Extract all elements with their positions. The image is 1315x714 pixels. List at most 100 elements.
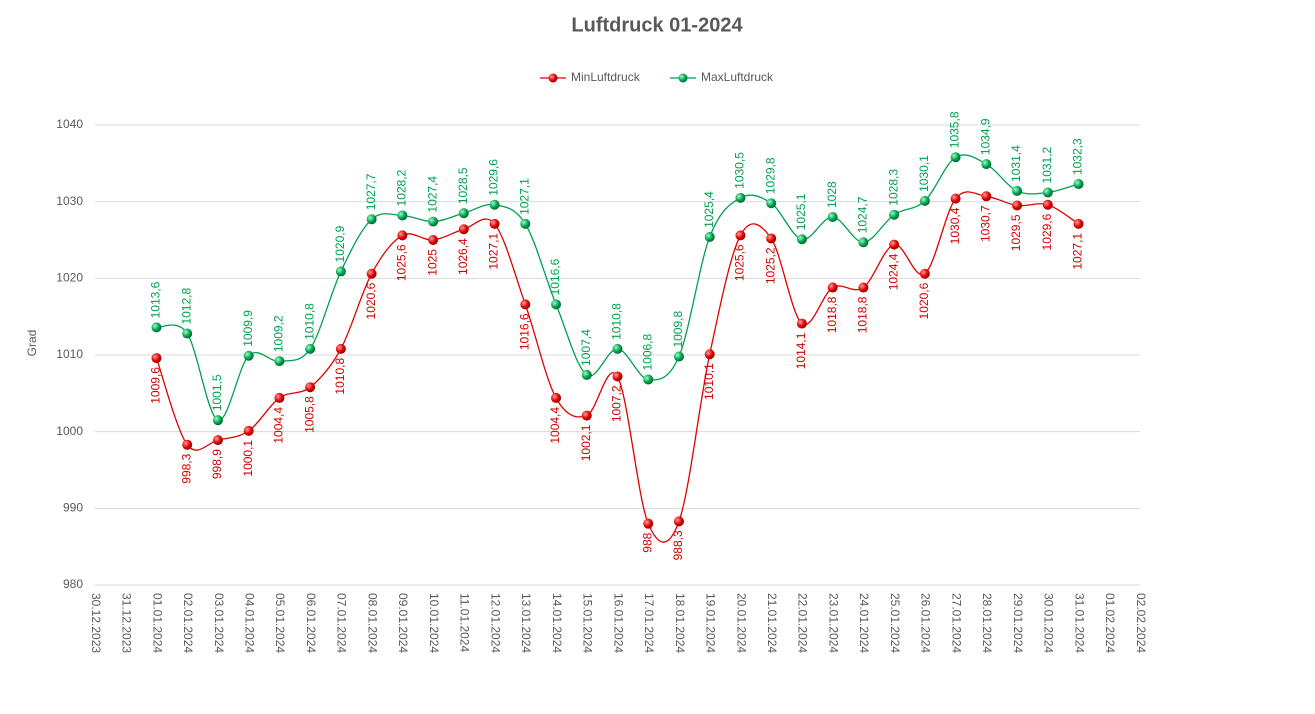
data-point (827, 212, 838, 222)
x-tick-label: 12.01.2024 (488, 593, 502, 653)
data-point (151, 322, 162, 333)
data-label: 1013,6 (149, 281, 163, 318)
data-point (796, 234, 807, 245)
x-tick-label: 15.01.2024 (581, 593, 595, 653)
x-tick-label: 27.01.2024 (949, 593, 963, 653)
data-label: 1020,9 (333, 225, 347, 262)
data-point (919, 195, 930, 206)
data-label: 1002,1 (579, 424, 593, 461)
data-point (151, 353, 162, 364)
data-label: 1009,6 (149, 367, 163, 404)
data-label: 1025,4 (702, 191, 716, 228)
x-tick-label: 28.01.2024 (980, 593, 994, 653)
data-point (858, 237, 869, 248)
data-point (981, 191, 992, 202)
data-point (335, 266, 346, 277)
x-tick-label: 25.01.2024 (888, 593, 902, 653)
y-tick-label: 1040 (56, 117, 83, 131)
x-tick-label: 26.01.2024 (919, 593, 933, 653)
x-tick-label: 23.01.2024 (826, 593, 840, 653)
data-label: 1004,4 (548, 407, 562, 444)
data-point (305, 343, 316, 354)
data-point (827, 282, 838, 293)
series-line (155, 191, 1079, 543)
data-label: 1034,9 (978, 118, 992, 155)
y-tick-label: 1010 (56, 347, 83, 361)
data-label: 1028,3 (886, 169, 900, 206)
data-point (950, 193, 961, 204)
x-tick-label: 04.01.2024 (243, 593, 257, 653)
x-tick-label: 16.01.2024 (611, 593, 625, 653)
data-label: 1031,4 (1009, 145, 1023, 182)
data-label: 1016,6 (517, 313, 531, 350)
x-tick-label: 10.01.2024 (427, 593, 441, 653)
x-tick-label: 08.01.2024 (365, 593, 379, 653)
y-axis-label: Grad (25, 330, 39, 357)
data-point (551, 392, 562, 403)
data-label: 998,3 (179, 453, 193, 483)
y-tick-label: 990 (63, 501, 83, 515)
x-tick-label: 01.01.2024 (150, 593, 164, 653)
data-point (428, 216, 439, 227)
data-label: 1028,2 (395, 169, 409, 206)
data-label: 1007,4 (579, 329, 593, 366)
legend-marker (678, 73, 688, 83)
x-tick-label: 30.12.2023 (89, 593, 103, 653)
x-tick-label: 31.01.2024 (1072, 593, 1086, 653)
data-point (274, 356, 285, 367)
data-point (612, 371, 623, 382)
x-tick-label: 29.01.2024 (1011, 593, 1025, 653)
x-tick-label: 13.01.2024 (519, 593, 533, 653)
data-point (919, 268, 930, 279)
data-point (1042, 199, 1053, 210)
data-label: 1018,8 (856, 296, 870, 333)
x-tick-label: 31.12.2023 (120, 593, 134, 653)
data-label: 1006,8 (640, 334, 654, 371)
data-label: 1025,6 (395, 244, 409, 281)
data-label: 1012,8 (179, 288, 193, 325)
data-point (704, 231, 715, 242)
legend-label: MaxLuftdruck (701, 70, 774, 84)
x-tick-label: 14.01.2024 (550, 593, 564, 653)
legend-label: MinLuftdruck (571, 70, 641, 84)
data-label: 1016,6 (548, 258, 562, 295)
x-tick-label: 07.01.2024 (335, 593, 349, 653)
data-label: 1009,2 (272, 315, 286, 352)
data-point (612, 343, 623, 354)
series-line (156, 154, 1079, 421)
data-point (182, 328, 193, 339)
data-label: 1007,2 (610, 385, 624, 422)
data-label: 1030,4 (948, 207, 962, 244)
legend-marker (548, 73, 558, 83)
data-label: 1029,6 (487, 159, 501, 196)
data-label: 1005,8 (302, 396, 316, 433)
data-point (274, 392, 285, 403)
data-point (981, 159, 992, 170)
x-tick-label: 22.01.2024 (796, 593, 810, 653)
data-label: 1024,4 (886, 253, 900, 290)
data-point (889, 209, 900, 220)
x-tick-label: 21.01.2024 (765, 593, 779, 653)
data-point (335, 343, 346, 354)
data-label: 1020,6 (917, 282, 931, 319)
data-label: 1000,1 (241, 440, 255, 477)
data-label: 1035,8 (948, 111, 962, 148)
data-label: 1025,6 (733, 244, 747, 281)
data-point (366, 268, 377, 279)
data-label: 1009,9 (241, 310, 255, 347)
data-point (1073, 218, 1084, 229)
data-label: 1025 (425, 249, 439, 276)
data-label: 1020,6 (364, 282, 378, 319)
data-point (1012, 185, 1023, 196)
x-tick-label: 17.01.2024 (642, 593, 656, 653)
data-point (1073, 179, 1084, 190)
data-label: 998,9 (210, 449, 224, 479)
data-label: 1032,3 (1071, 138, 1085, 175)
x-tick-label: 02.02.2024 (1134, 593, 1148, 653)
y-tick-label: 1030 (56, 194, 83, 208)
data-label: 1029,8 (763, 157, 777, 194)
data-point (212, 415, 223, 426)
data-point (643, 518, 654, 529)
data-point (1012, 200, 1023, 211)
